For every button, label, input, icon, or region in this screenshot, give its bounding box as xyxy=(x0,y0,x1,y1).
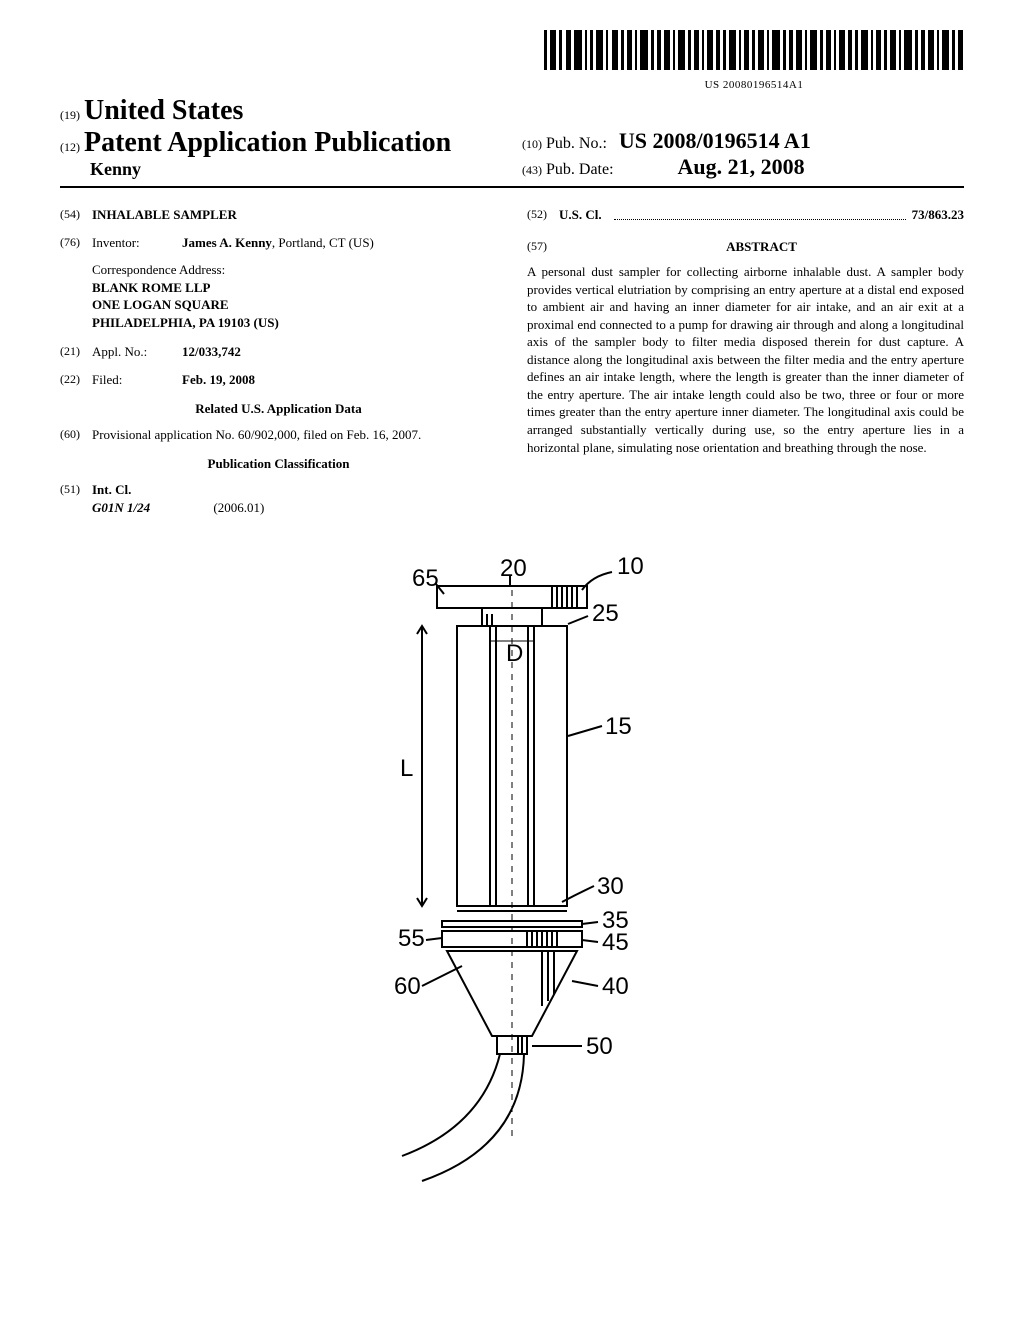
abstract-text: A personal dust sampler for collecting a… xyxy=(527,263,964,456)
code-57: (57) xyxy=(527,238,559,264)
fig-label-55: 55 xyxy=(398,925,425,952)
fig-label-65: 65 xyxy=(412,565,439,592)
publication-title: Patent Application Publication xyxy=(84,127,451,158)
country: United States xyxy=(84,95,243,126)
intcl-year: (2006.01) xyxy=(213,500,264,515)
fig-label-60: 60 xyxy=(394,973,421,1000)
pub-date: Aug. 21, 2008 xyxy=(678,154,805,179)
code-54: (54) xyxy=(60,206,92,224)
code-12: (12) xyxy=(60,140,80,154)
left-column: (54) INHALABLE SAMPLER (76) Inventor: Ja… xyxy=(60,206,497,516)
invention-title: INHALABLE SAMPLER xyxy=(92,206,237,224)
fig-label-15: 15 xyxy=(605,713,632,740)
header-block: (19) United States (12) Patent Applicati… xyxy=(60,95,964,188)
header-right: (10) Pub. No.: US 2008/0196514 A1 (43) P… xyxy=(502,128,964,180)
fig-label-L: L xyxy=(400,755,413,782)
figure-area: 10 20 65 25 D 15 L 30 35 45 55 40 60 50 xyxy=(60,546,964,1191)
barcode-number: US 20080196514A1 xyxy=(544,79,964,91)
fig-label-20: 20 xyxy=(500,555,527,582)
fig-label-D: D xyxy=(506,640,523,667)
corr-name: BLANK ROME LLP xyxy=(92,279,497,297)
code-76: (76) xyxy=(60,234,92,252)
pub-no: US 2008/0196514 A1 xyxy=(619,128,811,153)
inventor-name: James A. Kenny xyxy=(182,235,272,250)
code-52: (52) xyxy=(527,206,559,224)
code-19: (19) xyxy=(60,108,80,122)
right-column: (52) U.S. Cl. 73/863.23 (57) ABSTRACT A … xyxy=(527,206,964,516)
code-10: (10) xyxy=(522,137,542,151)
corr-label: Correspondence Address: xyxy=(92,261,497,279)
fig-label-10: 10 xyxy=(617,553,644,580)
fig-label-25: 25 xyxy=(592,600,619,627)
filed-label: Filed: xyxy=(92,371,182,389)
inventor-lastname: Kenny xyxy=(90,159,141,179)
filed-date: Feb. 19, 2008 xyxy=(182,371,255,389)
pubclass-heading: Publication Classification xyxy=(60,455,497,473)
corr-addr2: PHILADELPHIA, PA 19103 (US) xyxy=(92,314,497,332)
barcode-area: US 20080196514A1 xyxy=(60,30,964,93)
patent-figure: 10 20 65 25 D 15 L 30 35 45 55 40 60 50 xyxy=(272,546,752,1186)
uscl-val: 73/863.23 xyxy=(912,206,964,224)
pub-no-label: Pub. No.: xyxy=(546,135,607,152)
appl-no: 12/033,742 xyxy=(182,343,241,361)
code-43: (43) xyxy=(522,163,542,177)
code-51: (51) xyxy=(60,481,92,516)
uscl-label: U.S. Cl. xyxy=(559,206,602,224)
code-21: (21) xyxy=(60,343,92,361)
uscl-dots xyxy=(614,206,906,220)
fig-label-50: 50 xyxy=(586,1033,613,1060)
provisional-text: Provisional application No. 60/902,000, … xyxy=(92,426,497,444)
pub-date-label: Pub. Date: xyxy=(546,161,614,178)
intcl-code: G01N 1/24 xyxy=(92,500,150,515)
header-left: (19) United States (12) Patent Applicati… xyxy=(60,95,502,180)
inventor-label: Inventor: xyxy=(92,234,182,252)
fig-label-45: 45 xyxy=(602,929,629,956)
corr-addr1: ONE LOGAN SQUARE xyxy=(92,296,497,314)
related-heading: Related U.S. Application Data xyxy=(60,400,497,418)
barcode: US 20080196514A1 xyxy=(544,30,964,91)
code-60: (60) xyxy=(60,426,92,444)
intcl-label: Int. Cl. xyxy=(92,481,264,499)
abstract-label: ABSTRACT xyxy=(559,238,964,256)
fig-label-30: 30 xyxy=(597,873,624,900)
barcode-svg xyxy=(544,30,964,72)
appl-label: Appl. No.: xyxy=(92,343,182,361)
code-22: (22) xyxy=(60,371,92,389)
columns: (54) INHALABLE SAMPLER (76) Inventor: Ja… xyxy=(60,206,964,516)
inventor-loc: , Portland, CT (US) xyxy=(272,235,374,250)
fig-label-40: 40 xyxy=(602,973,629,1000)
